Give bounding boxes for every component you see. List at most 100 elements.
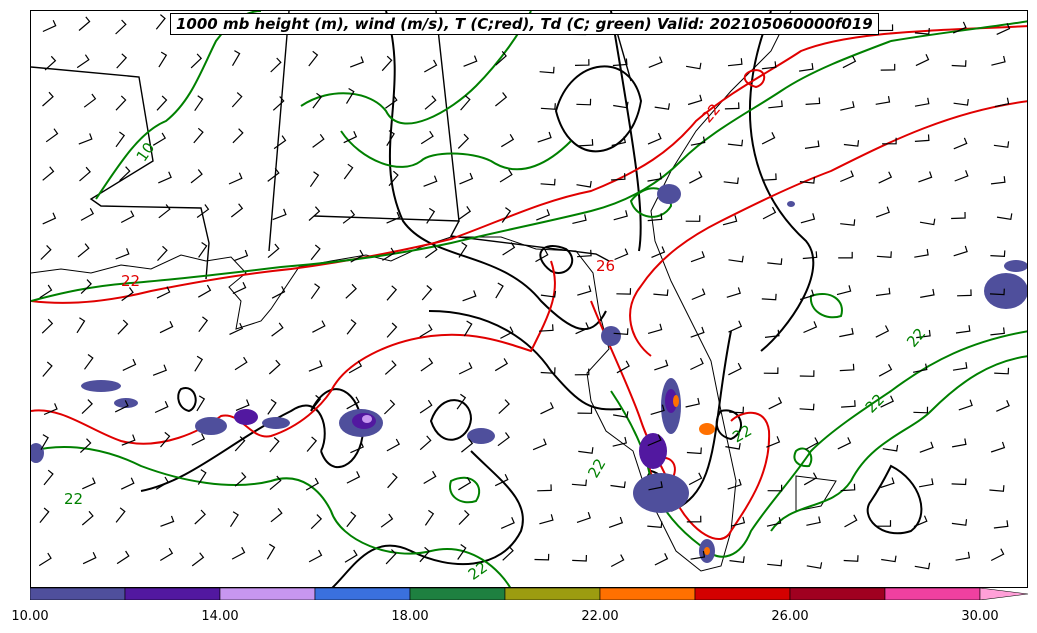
colorbar-extension xyxy=(979,588,1029,600)
wind-barb xyxy=(120,477,135,490)
wind-barb xyxy=(155,476,169,490)
wind-barb xyxy=(306,436,318,452)
wind-barb xyxy=(386,322,398,338)
wind-barb xyxy=(616,360,630,374)
wind-barb xyxy=(502,242,516,256)
wind-barb xyxy=(499,169,513,183)
wind-barb xyxy=(648,481,663,491)
wind-barb xyxy=(690,326,705,338)
wind-barb xyxy=(989,485,1005,492)
wind-barb xyxy=(42,91,54,107)
wind-barb xyxy=(996,213,1013,220)
wind-barb xyxy=(272,208,287,221)
wind-barb xyxy=(79,166,91,182)
wind-barb xyxy=(495,51,507,66)
wind-barb xyxy=(349,56,364,68)
wind-barbs xyxy=(38,13,1013,570)
wind-barb xyxy=(383,399,396,415)
wind-barb xyxy=(308,206,321,221)
wind-barb xyxy=(462,290,477,302)
wind-barb xyxy=(382,247,396,261)
wind-barb xyxy=(540,103,556,110)
wind-barb xyxy=(576,512,591,523)
wind-barb xyxy=(116,550,130,565)
wind-barb xyxy=(305,477,320,491)
wind-barb xyxy=(613,411,629,418)
wind-barb xyxy=(613,210,628,221)
wind-barb xyxy=(196,204,210,218)
wind-barb xyxy=(230,203,244,218)
wind-barb xyxy=(234,249,249,262)
wind-barb xyxy=(270,57,282,73)
wind-barb xyxy=(269,437,280,453)
wind-barb xyxy=(539,514,554,525)
wind-barb xyxy=(196,395,206,412)
wind-barb xyxy=(81,399,93,415)
wind-barb xyxy=(690,251,705,263)
wind-barb xyxy=(952,21,967,34)
wind-barb xyxy=(616,288,632,295)
wind-barb xyxy=(160,515,175,527)
dewpoint-label: 22 xyxy=(64,490,83,508)
wind-barb xyxy=(953,137,968,150)
wind-barb xyxy=(45,128,59,143)
wind-barb xyxy=(799,63,814,72)
wind-barb xyxy=(381,55,393,72)
wind-barb xyxy=(648,56,663,68)
colorbar-tick-label: 10.00 xyxy=(11,609,49,624)
wind-barb xyxy=(115,248,130,260)
wind-barb xyxy=(647,172,662,182)
wind-barb xyxy=(78,133,93,145)
wind-barb xyxy=(803,472,818,486)
colorbar-segment xyxy=(314,588,411,600)
wind-barb xyxy=(954,170,969,182)
wind-barb xyxy=(912,363,928,373)
wind-barb xyxy=(723,177,739,185)
wind-barb xyxy=(159,547,174,562)
wind-barb xyxy=(308,549,323,563)
wind-barb xyxy=(878,171,893,184)
wind-barb xyxy=(951,211,966,220)
wind-barb xyxy=(122,358,137,371)
wind-barb xyxy=(613,101,629,109)
colorbar-segment xyxy=(884,588,981,600)
wind-barb xyxy=(500,326,514,339)
wind-barb xyxy=(612,58,628,67)
wind-barb xyxy=(729,406,744,414)
wind-barb xyxy=(191,433,206,446)
wind-barb xyxy=(312,92,323,109)
wind-barb xyxy=(613,328,629,335)
wind-barb xyxy=(388,170,399,187)
wind-barb xyxy=(115,131,126,148)
wind-barb xyxy=(424,95,437,110)
wind-barb xyxy=(386,438,401,452)
wind-barb xyxy=(914,28,930,35)
height-contours xyxy=(140,11,923,587)
colorbar-tick-label: 22.00 xyxy=(581,609,619,624)
wind-barb xyxy=(806,516,821,526)
wind-barb xyxy=(231,92,243,108)
wind-barb xyxy=(882,444,899,452)
wind-barb xyxy=(841,400,856,408)
wind-barb xyxy=(458,241,468,258)
wind-barb xyxy=(266,543,276,560)
wind-barb xyxy=(81,510,94,526)
wind-barb xyxy=(232,281,247,295)
wind-barb xyxy=(730,516,746,527)
wind-barb xyxy=(502,545,514,561)
wind-barb xyxy=(385,94,398,109)
wind-barb xyxy=(878,24,894,32)
colorbar-segments xyxy=(30,588,1029,600)
colorbar-segment xyxy=(504,588,601,600)
wind-barb xyxy=(191,552,205,567)
wind-barb xyxy=(77,243,90,258)
wind-barb xyxy=(157,245,168,262)
wind-barb xyxy=(762,173,777,181)
colorbar-segment xyxy=(30,588,126,600)
wind-barb xyxy=(346,319,357,335)
wind-barb xyxy=(193,127,204,144)
wind-barb xyxy=(804,140,820,149)
wind-barb xyxy=(989,288,1005,296)
wind-barb xyxy=(159,320,174,334)
wind-barb xyxy=(156,286,171,299)
